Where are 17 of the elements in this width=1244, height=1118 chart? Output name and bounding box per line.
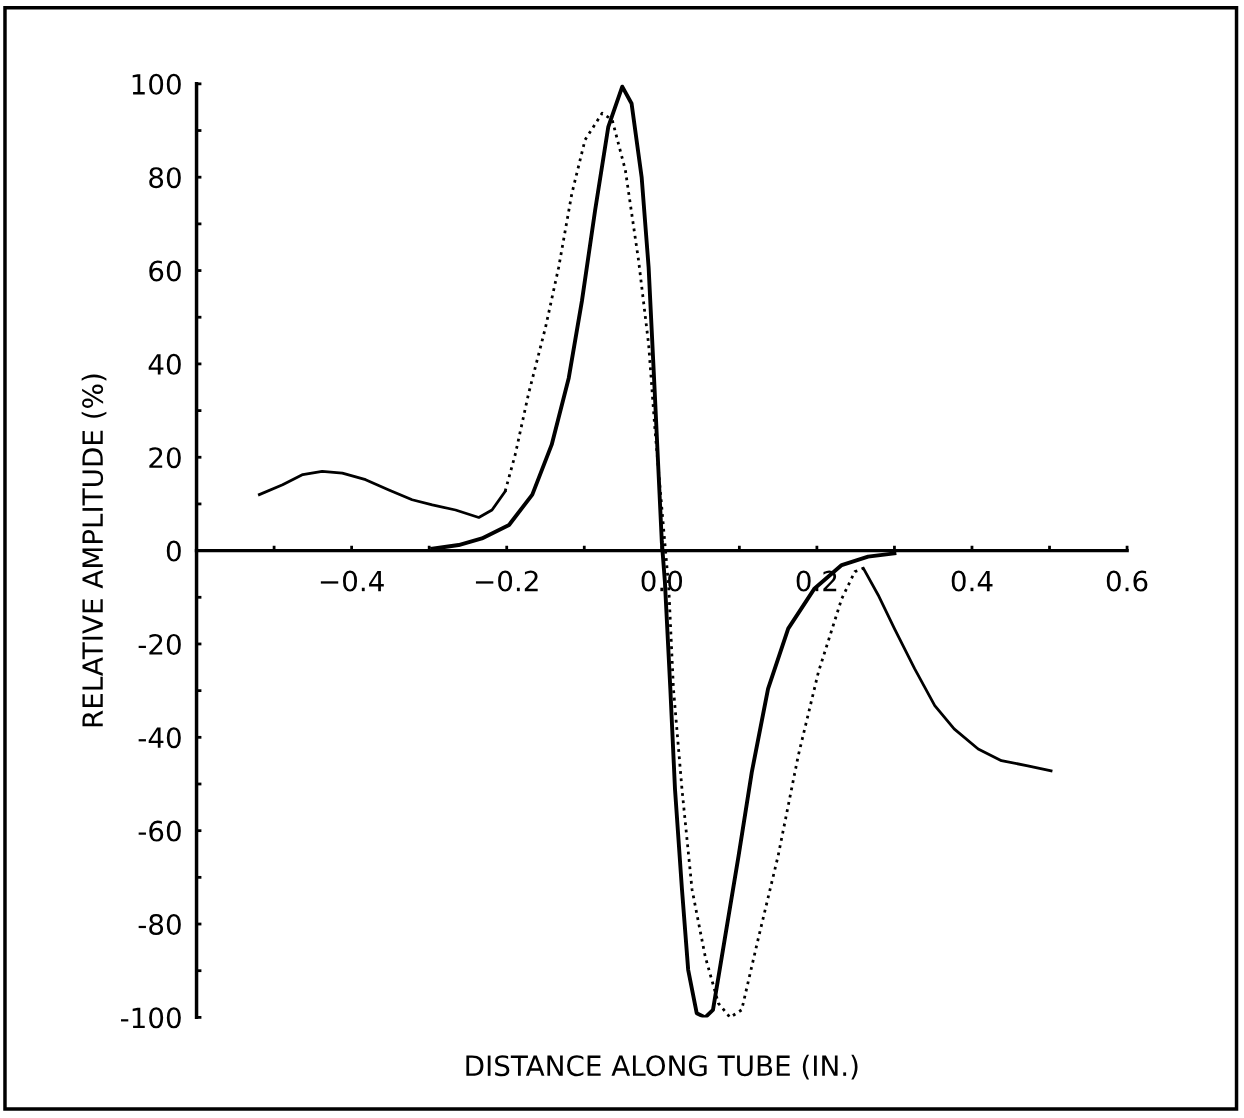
y-tick-label: 20 (149, 447, 181, 469)
y-tick-label: -20 (138, 633, 181, 655)
y-tick-label: 40 (148, 353, 181, 375)
x-tick-label: 0.6 (1106, 570, 1148, 592)
x-tick-label: −0.2 (475, 570, 538, 592)
y-tick-label: -60 (138, 820, 181, 842)
x-axis-title: DISTANCE ALONG TUBE (IN.) (466, 1054, 858, 1080)
y-tick-label: 80 (149, 167, 181, 189)
y-tick-label: -100 (120, 1007, 181, 1029)
x-tick-label: −0.4 (320, 570, 384, 592)
y-tick-label: -40 (138, 727, 181, 749)
y-tick-label: 60 (149, 260, 181, 282)
y-tick-label: 100 (132, 73, 181, 95)
y-tick-label: 0 (166, 540, 181, 562)
x-tick-label: 0.4 (951, 570, 993, 592)
y-tick-label: -80 (138, 913, 181, 935)
y-axis-title: RELATIVE AMPLITUDE (%) (81, 374, 107, 727)
